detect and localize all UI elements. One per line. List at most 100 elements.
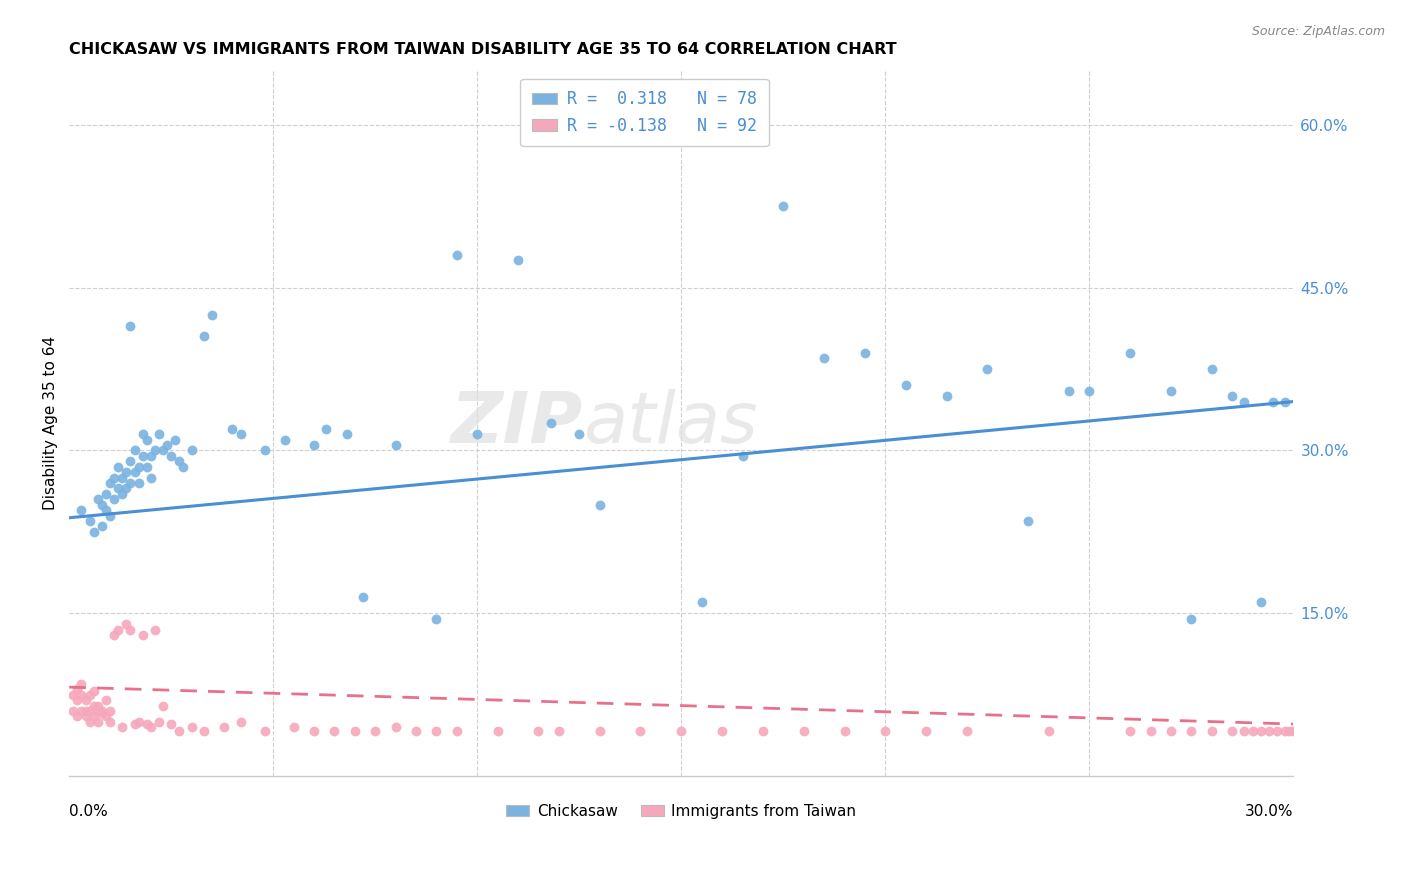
Point (90, 498, 112, 512)
Point (94, 487, 117, 501)
Point (62, 704, 84, 718)
Point (1180, 723, 1202, 738)
Point (671, 723, 693, 738)
Point (83, 698, 105, 713)
Point (425, 612, 447, 626)
Point (152, 443, 174, 458)
Point (180, 720, 202, 734)
Point (107, 482, 129, 496)
Point (1220, 723, 1243, 738)
Point (254, 443, 277, 458)
Point (124, 465, 146, 479)
Point (201, 308, 224, 322)
Point (120, 454, 142, 468)
Point (1160, 384, 1182, 398)
Point (103, 470, 125, 484)
Point (1265, 723, 1288, 738)
Point (115, 482, 138, 496)
Point (107, 623, 129, 637)
Point (87, 698, 110, 713)
Point (87, 714, 110, 729)
Text: 0.0%: 0.0% (69, 805, 108, 820)
Y-axis label: Disability Age 35 to 64: Disability Age 35 to 64 (44, 336, 58, 510)
Point (486, 723, 509, 738)
Point (135, 717, 157, 731)
Point (139, 449, 162, 463)
Point (70, 688, 93, 702)
Point (111, 487, 134, 501)
Point (875, 723, 897, 738)
Point (976, 362, 998, 376)
Point (1233, 394, 1256, 409)
Text: Source: ZipAtlas.com: Source: ZipAtlas.com (1251, 25, 1385, 38)
Point (66, 682, 89, 697)
Point (853, 345, 876, 359)
Point (1220, 389, 1243, 403)
Point (1319, 723, 1341, 738)
Point (302, 438, 325, 452)
Point (180, 443, 202, 458)
Point (589, 723, 612, 738)
Point (793, 723, 815, 738)
Point (111, 470, 134, 484)
Point (160, 717, 183, 731)
Point (143, 443, 166, 458)
Point (87, 492, 110, 507)
Point (956, 723, 979, 738)
Point (128, 459, 150, 474)
Point (214, 720, 236, 734)
Text: atlas: atlas (583, 389, 758, 458)
Point (70, 704, 93, 718)
Point (506, 253, 529, 268)
Point (834, 723, 856, 738)
Point (90, 704, 112, 718)
Point (79, 688, 101, 702)
Point (229, 427, 252, 442)
Point (90, 706, 112, 721)
Point (1295, 723, 1317, 738)
Point (1057, 384, 1080, 398)
Point (229, 714, 252, 729)
Point (568, 427, 591, 442)
Point (425, 723, 447, 738)
Point (384, 438, 406, 452)
Point (352, 590, 374, 604)
Point (690, 595, 713, 609)
Point (343, 723, 366, 738)
Point (1180, 612, 1202, 626)
Point (1291, 723, 1313, 738)
Point (148, 427, 170, 442)
Point (915, 723, 938, 738)
Point (935, 389, 957, 403)
Point (193, 329, 215, 343)
Point (711, 723, 734, 738)
Point (752, 723, 775, 738)
Point (540, 417, 562, 431)
Point (135, 433, 157, 447)
Point (589, 498, 612, 512)
Point (1233, 723, 1256, 738)
Legend: Chickasaw, Immigrants from Taiwan: Chickasaw, Immigrants from Taiwan (501, 797, 862, 825)
Point (66, 693, 89, 707)
Point (70, 677, 93, 691)
Point (1078, 384, 1101, 398)
Point (83, 709, 105, 723)
Point (221, 422, 243, 436)
Point (1201, 723, 1223, 738)
Point (83, 684, 105, 698)
Point (813, 351, 835, 366)
Point (1139, 723, 1161, 738)
Point (1282, 723, 1305, 738)
Point (1278, 723, 1301, 738)
Point (446, 248, 468, 262)
Point (131, 628, 153, 642)
Point (1257, 723, 1279, 738)
Point (98, 475, 121, 490)
Point (75, 709, 97, 723)
Point (1310, 723, 1333, 738)
Point (364, 723, 387, 738)
Point (148, 714, 170, 729)
Point (131, 449, 153, 463)
Point (98, 714, 121, 729)
Point (120, 318, 142, 333)
